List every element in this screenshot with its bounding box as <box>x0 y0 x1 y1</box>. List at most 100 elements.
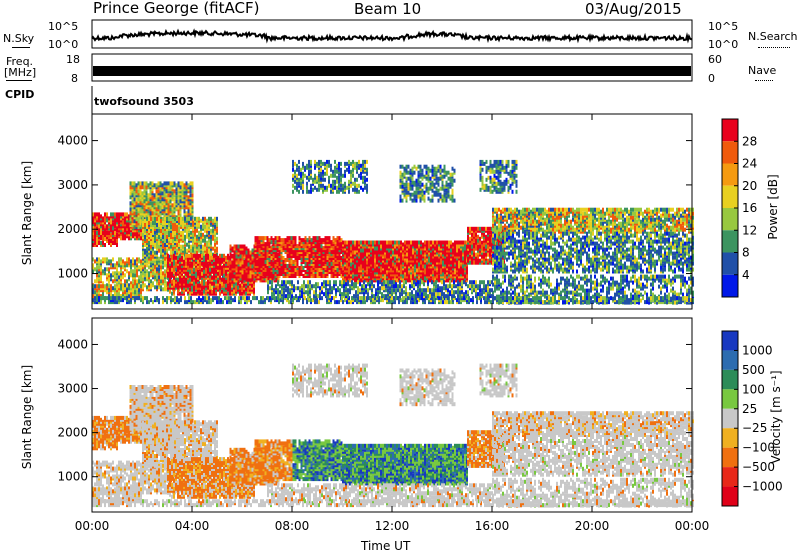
heatmap-cell <box>188 221 190 225</box>
heatmap-cell <box>140 207 142 211</box>
heatmap-cell <box>342 261 344 265</box>
heatmap-cell <box>241 292 243 296</box>
heatmap-cell <box>158 189 160 193</box>
heatmap-cell <box>130 217 132 221</box>
heatmap-cell <box>275 252 277 256</box>
heatmap-cell <box>136 223 138 227</box>
heatmap-cell <box>169 268 171 272</box>
heatmap-cell <box>208 243 210 247</box>
heatmap-cell <box>406 241 408 245</box>
heatmap-cell <box>138 284 140 288</box>
heatmap-cell <box>295 262 297 266</box>
heatmap-cell <box>110 212 112 216</box>
heatmap-cell <box>156 189 158 193</box>
heatmap-cell <box>384 241 386 245</box>
heatmap-cell <box>154 285 156 289</box>
heatmap-cell <box>422 243 424 247</box>
heatmap-cell <box>169 258 171 262</box>
heatmap-cell <box>198 247 200 251</box>
heatmap-cell <box>162 279 164 283</box>
heatmap-cell <box>190 193 192 197</box>
heatmap-cell <box>234 245 236 249</box>
heatmap-cell <box>190 209 192 213</box>
heatmap-cell <box>317 236 319 240</box>
heatmap-cell <box>325 252 327 256</box>
heatmap-cell <box>348 241 350 245</box>
heatmap-cell <box>132 181 134 185</box>
heatmap-cell <box>321 238 323 242</box>
heatmap-cell <box>223 270 225 274</box>
heatmap-cell <box>248 253 250 257</box>
heatmap-cell <box>134 279 136 283</box>
heatmap-cell <box>245 292 247 296</box>
heatmap-cell <box>267 246 269 250</box>
heatmap-cell <box>242 257 244 261</box>
heatmap-cell <box>219 292 221 296</box>
heatmap-cell <box>104 267 106 271</box>
heatmap-cell <box>236 255 238 259</box>
heatmap-cell <box>250 270 252 274</box>
heatmap-cell <box>285 264 287 268</box>
heatmap-cell <box>323 238 325 242</box>
heatmap-cell <box>240 266 242 270</box>
heatmap-cell <box>252 249 254 253</box>
heatmap-cell <box>200 241 202 245</box>
heatmap-cell <box>211 256 213 260</box>
heatmap-cell <box>170 199 172 203</box>
heatmap-cell <box>156 285 158 289</box>
heatmap-cell <box>261 236 263 240</box>
heatmap-cell <box>152 187 154 191</box>
heatmap-cell <box>265 242 267 246</box>
heatmap-cell <box>192 193 194 197</box>
heatmap-cell <box>195 268 197 272</box>
heatmap-cell <box>376 247 378 251</box>
heatmap-cell <box>344 255 346 259</box>
heatmap-cell <box>416 241 418 245</box>
heatmap-cell <box>265 250 267 254</box>
heatmap-cell <box>285 244 287 248</box>
heatmap-cell <box>299 266 301 270</box>
heatmap-cell <box>100 275 102 279</box>
heatmap-cell <box>243 284 245 288</box>
heatmap-cell <box>142 181 144 185</box>
heatmap-cell <box>134 185 136 189</box>
heatmap-cell <box>205 282 207 286</box>
heatmap-cell <box>102 269 104 273</box>
heatmap-cell <box>178 205 180 209</box>
heatmap-cell <box>185 262 187 266</box>
heatmap-cell <box>180 213 182 217</box>
heatmap-cell <box>217 272 219 276</box>
heatmap-cell <box>259 248 261 252</box>
heatmap-cell <box>104 212 106 216</box>
heatmap-cell <box>283 242 285 246</box>
heatmap-cell <box>214 217 216 221</box>
heatmap-cell <box>287 258 289 262</box>
heatmap-cell <box>146 185 148 189</box>
heatmap-cell <box>144 213 146 217</box>
heatmap-cell <box>325 236 327 240</box>
heatmap-cell <box>146 263 148 267</box>
heatmap-cell <box>227 292 229 296</box>
heatmap-cell <box>114 271 116 275</box>
heatmap-cell <box>215 258 217 262</box>
heatmap-cell <box>214 239 216 243</box>
heatmap-cell <box>150 273 152 277</box>
heatmap-cell <box>96 265 98 269</box>
heatmap-cell <box>362 241 364 245</box>
heatmap-cell <box>230 245 232 249</box>
heatmap-cell <box>174 189 176 193</box>
heatmap-cell <box>150 257 152 261</box>
heatmap-cell <box>209 278 211 282</box>
heatmap-cell <box>202 217 204 221</box>
heatmap-cell <box>414 264 416 268</box>
heatmap-cell <box>160 285 162 289</box>
heatmap-cell <box>158 281 160 285</box>
heatmap-cell <box>203 256 205 260</box>
heatmap-cell <box>380 259 382 263</box>
heatmap-cell <box>255 236 257 240</box>
heatmap-cell <box>134 191 136 195</box>
heatmap-cell <box>130 195 132 199</box>
heatmap-cell <box>124 216 126 220</box>
heatmap-cell <box>261 272 263 276</box>
heatmap-cell <box>94 212 96 216</box>
